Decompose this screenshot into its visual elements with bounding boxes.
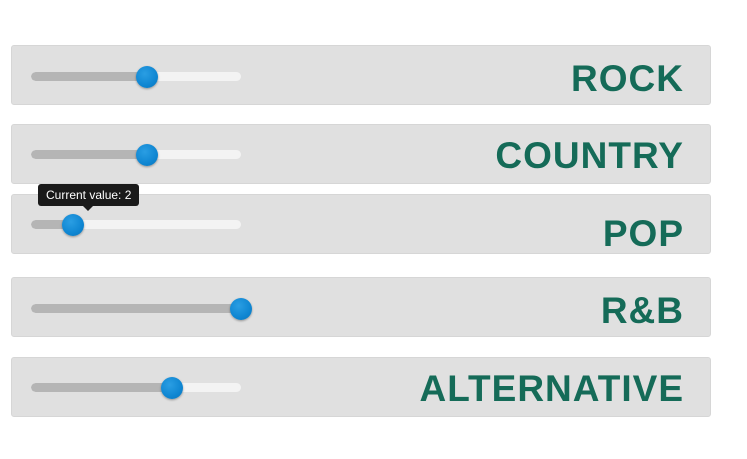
genre-label-rnb: R&B [600, 290, 684, 331]
pop-slider-track[interactable] [31, 220, 241, 229]
rnb-slider-fill [31, 304, 241, 313]
genre-row-rnb: R&B [11, 277, 711, 337]
rnb-slider-handle[interactable] [230, 298, 252, 320]
genre-row-rock: ROCK [11, 45, 711, 105]
pop-slider[interactable] [31, 213, 241, 237]
pop-slider-fill [31, 220, 73, 229]
genre-label-alternative: ALTERNATIVE [419, 368, 684, 409]
rnb-slider-track[interactable] [31, 304, 241, 313]
genre-row-country: COUNTRY [11, 124, 711, 184]
value-tooltip-text: Current value: 2 [46, 188, 132, 202]
alternative-slider-handle[interactable] [161, 377, 183, 399]
tooltip-arrow [83, 206, 93, 211]
genre-row-pop: POP [11, 194, 711, 254]
country-slider[interactable] [31, 143, 241, 167]
country-slider-handle[interactable] [136, 144, 158, 166]
country-slider-fill [31, 150, 147, 159]
pop-slider-handle[interactable] [62, 214, 84, 236]
value-tooltip: Current value: 2 [38, 184, 140, 211]
genre-row-alternative: ALTERNATIVE [11, 357, 711, 417]
rock-slider[interactable] [31, 65, 241, 89]
alternative-slider-fill [31, 383, 172, 392]
genre-label-pop: POP [602, 213, 684, 254]
rnb-slider[interactable] [31, 297, 252, 321]
rock-slider-handle[interactable] [136, 66, 158, 88]
alternative-slider[interactable] [31, 376, 241, 400]
rock-slider-fill [31, 72, 147, 81]
genre-label-rock: ROCK [571, 58, 684, 99]
alternative-slider-track[interactable] [31, 383, 241, 392]
genre-label-country: COUNTRY [495, 135, 684, 176]
